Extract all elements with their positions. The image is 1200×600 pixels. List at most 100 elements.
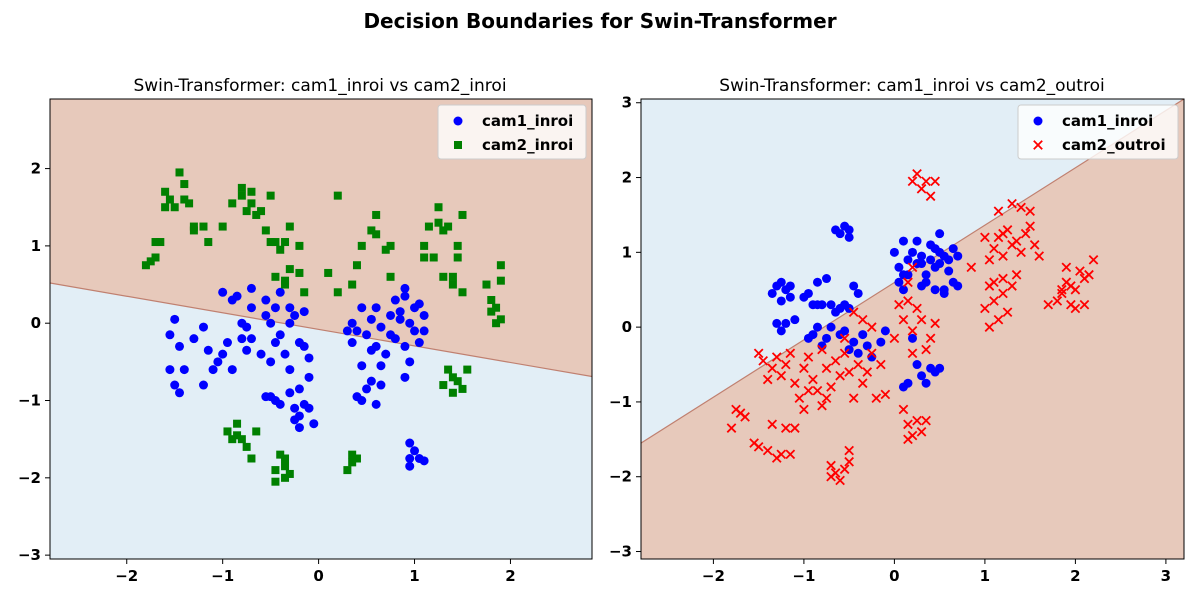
- data-point-cam1_inroi: [840, 326, 850, 336]
- data-point-cam2_inroi: [237, 191, 246, 200]
- data-point-cam2_outroi-stroke-b: [767, 419, 778, 430]
- data-point-cam2_outroi-stroke-b: [980, 232, 990, 243]
- data-point-cam2_inroi: [439, 381, 448, 390]
- data-point-cam1_inroi: [790, 315, 800, 325]
- data-point-cam2_outroi-stroke-b: [993, 314, 1004, 325]
- data-point-cam2_inroi: [357, 241, 366, 250]
- data-point-cam2_inroi: [223, 427, 232, 436]
- data-point-cam1_inroi: [285, 365, 295, 375]
- data-point-cam1_inroi: [405, 461, 415, 471]
- x-tick-label: 0: [889, 567, 899, 585]
- data-point-cam1_inroi: [419, 326, 429, 336]
- data-point-cam2_outroi: [912, 415, 922, 426]
- data-point-cam1_inroi: [926, 255, 936, 265]
- data-point-cam2_outroi: [767, 363, 778, 374]
- x-tick-label: 1: [409, 567, 419, 585]
- data-point-cam2_outroi-stroke-b: [803, 385, 814, 396]
- y-tick-label: 0: [622, 318, 632, 336]
- data-point-cam2_outroi-stroke-b: [776, 370, 787, 381]
- data-point-cam2_inroi: [453, 253, 462, 262]
- data-point-cam1_inroi: [285, 318, 295, 328]
- data-point-cam2_outroi-stroke-b: [857, 314, 868, 325]
- y-tick-label: −1: [18, 392, 41, 410]
- data-point-cam2_outroi-stroke-b: [912, 415, 922, 426]
- data-point-cam1_inroi: [862, 341, 872, 351]
- data-point-cam1_inroi: [908, 247, 917, 257]
- data-point-cam2_outroi: [835, 370, 845, 381]
- data-point-cam2_inroi: [424, 222, 433, 231]
- data-point-cam2_inroi: [252, 210, 261, 219]
- data-point-cam2_inroi: [434, 203, 443, 212]
- subplot-right-frame: [640, 98, 1185, 560]
- data-point-cam1_inroi: [849, 337, 859, 347]
- data-point-cam2_inroi: [199, 222, 208, 231]
- data-point-cam2_inroi: [261, 226, 270, 235]
- data-point-cam2_inroi: [165, 195, 174, 204]
- subplot-left-series-cam2_inroi: [141, 168, 505, 486]
- data-point-cam2_outroi-stroke-b: [1070, 303, 1081, 314]
- data-point-cam2_outroi-stroke-b: [826, 460, 836, 471]
- data-point-cam2_outroi-stroke-b: [799, 363, 809, 374]
- data-point-cam2_inroi: [281, 473, 290, 482]
- data-point-cam2_inroi: [281, 238, 290, 247]
- data-point-cam2_outroi: [907, 262, 918, 273]
- y-tick-label: 1: [622, 243, 632, 261]
- data-point-cam2_outroi-stroke-b: [1025, 221, 1035, 231]
- data-point-cam2_outroi: [930, 318, 940, 329]
- data-point-cam1_inroi: [290, 415, 300, 425]
- data-point-cam2_inroi: [453, 377, 462, 386]
- data-point-cam2_outroi: [1011, 236, 1022, 246]
- data-point-cam2_outroi-stroke-b: [916, 427, 927, 437]
- data-point-cam2_outroi: [889, 333, 900, 344]
- data-point-cam1_inroi: [898, 236, 908, 246]
- data-point-cam1_inroi: [781, 318, 791, 328]
- data-point-cam2_outroi-stroke-b: [916, 314, 927, 325]
- data-point-cam2_outroi: [853, 359, 864, 370]
- data-point-cam1_inroi: [170, 380, 180, 390]
- data-point-cam1_inroi: [386, 310, 396, 320]
- data-point-cam2_inroi: [348, 458, 357, 467]
- data-point-cam2_outroi-stroke-b: [762, 374, 773, 385]
- data-point-cam2_outroi-stroke-b: [930, 176, 940, 187]
- data-point-cam2_outroi-stroke-b: [862, 367, 873, 377]
- data-point-cam2_outroi-stroke-b: [925, 333, 936, 344]
- data-point-cam1_inroi: [414, 299, 424, 309]
- data-point-cam1_inroi: [227, 365, 237, 375]
- x-tick-label: −1: [211, 567, 234, 585]
- data-point-cam1_inroi: [376, 361, 386, 371]
- legend-box: [437, 104, 587, 160]
- data-point-cam2_outroi: [767, 419, 778, 430]
- data-point-cam2_outroi-stroke-b: [839, 348, 850, 359]
- data-point-cam2_outroi-stroke-b: [871, 393, 882, 404]
- data-point-cam1_inroi: [366, 314, 376, 324]
- data-point-cam1_inroi: [376, 380, 386, 390]
- data-point-cam2_inroi: [300, 288, 309, 297]
- data-point-cam2_inroi: [271, 238, 280, 247]
- data-point-cam2_outroi-stroke-b: [875, 359, 886, 370]
- data-point-cam2_outroi-stroke-b: [903, 277, 913, 288]
- data-point-cam2_outroi-stroke-b: [980, 303, 990, 314]
- data-point-cam2_outroi: [762, 374, 773, 385]
- data-point-cam2_outroi: [862, 367, 873, 377]
- data-point-cam2_inroi: [266, 191, 275, 200]
- x-tick-label: −1: [792, 567, 815, 585]
- data-point-cam2_outroi: [726, 423, 737, 433]
- data-point-cam2_outroi-stroke-b: [848, 393, 859, 404]
- x-tick-label: −2: [702, 567, 725, 585]
- subplot-right-region-lower: [641, 99, 1184, 559]
- data-point-cam2_outroi-stroke-b: [1025, 206, 1035, 217]
- data-point-cam2_outroi-stroke-b: [984, 254, 995, 265]
- data-point-cam2_outroi-stroke-b: [1066, 281, 1076, 291]
- data-point-cam2_inroi: [257, 207, 266, 216]
- data-point-cam2_outroi: [1034, 251, 1045, 261]
- data-point-cam2_inroi: [141, 261, 150, 270]
- data-point-cam1_inroi: [165, 330, 175, 340]
- data-point-cam2_outroi: [803, 385, 814, 396]
- data-point-cam1_inroi: [362, 384, 372, 394]
- data-point-cam1_inroi: [246, 283, 256, 293]
- data-point-cam1_inroi: [405, 318, 415, 328]
- data-point-cam2_inroi: [170, 203, 179, 212]
- data-point-cam1_inroi: [844, 232, 854, 242]
- data-point-cam2_outroi: [1011, 269, 1022, 280]
- legend-marker-cam1_inroi: [1033, 116, 1043, 126]
